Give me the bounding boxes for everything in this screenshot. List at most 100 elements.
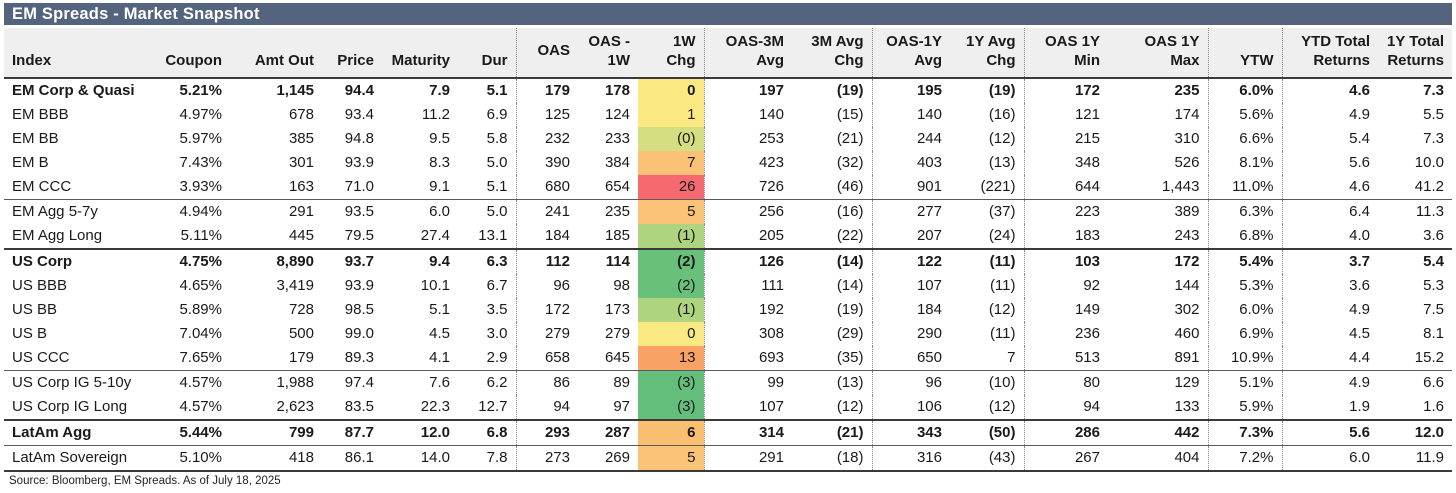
value-cell: 6.3 bbox=[458, 248, 517, 274]
value-cell: 6.3% bbox=[1208, 199, 1283, 224]
value-cell: 22.3 bbox=[382, 394, 458, 421]
value-cell: 423 bbox=[758, 153, 784, 171]
value-cell: 172 bbox=[1108, 248, 1209, 274]
value-cell: 4.5 bbox=[1349, 324, 1370, 342]
chg-heat-cell: (0) bbox=[638, 126, 705, 151]
value-cell: (22) bbox=[792, 223, 873, 250]
value-cell: 7.6 bbox=[429, 373, 450, 391]
value-cell: 5.6 bbox=[1349, 153, 1370, 171]
value-cell: (19) bbox=[950, 77, 1025, 103]
value-cell: 12.0 bbox=[1378, 419, 1452, 446]
value-cell: (19) bbox=[792, 297, 873, 322]
value-cell: 94 bbox=[516, 394, 578, 421]
value-cell: 5.0 bbox=[458, 150, 517, 175]
value-cell: 3.6 bbox=[1349, 276, 1370, 294]
value-cell: 5.1 bbox=[458, 77, 517, 103]
chg-heat-cell: (2) bbox=[638, 273, 705, 298]
value-cell: 6.6 bbox=[1423, 373, 1444, 391]
value-cell: 195 bbox=[916, 81, 942, 99]
chg-heat-cell: (1) bbox=[638, 223, 705, 250]
value-cell: 4.5 bbox=[429, 324, 450, 342]
value-cell: 5.4% bbox=[1208, 248, 1283, 274]
value-cell: 163 bbox=[230, 174, 322, 200]
value-cell: 4.57% bbox=[179, 373, 222, 391]
index-cell: EM CCC bbox=[4, 174, 162, 200]
value-cell: 500 bbox=[288, 324, 314, 342]
header-cell-1y-avg-chg: 1Y Avg Chg bbox=[950, 28, 1025, 79]
value-cell: 390 bbox=[544, 153, 570, 171]
value-cell: 2,623 bbox=[230, 394, 322, 421]
value-cell: 235 bbox=[604, 202, 630, 220]
value-cell: (12) bbox=[950, 297, 1025, 322]
value-cell: 9.4 bbox=[429, 252, 450, 270]
value-cell: 243 bbox=[1108, 223, 1209, 250]
value-cell: 111 bbox=[761, 276, 784, 294]
value-cell: 4.65% bbox=[179, 276, 222, 294]
value-cell: 215 bbox=[1074, 129, 1100, 147]
value-cell: 93.4 bbox=[344, 105, 374, 123]
value-cell: 7.2% bbox=[1208, 445, 1283, 472]
index-cell: LatAm Agg bbox=[4, 419, 162, 446]
index-cell: EM Agg Long bbox=[4, 223, 162, 250]
value-cell: (43) bbox=[950, 445, 1025, 472]
value-cell: 12.0 bbox=[382, 419, 458, 446]
value-cell: 192 bbox=[758, 300, 784, 318]
value-cell: 269 bbox=[578, 445, 638, 472]
value-cell: 149 bbox=[1074, 300, 1100, 318]
value-cell: 5.21% bbox=[179, 81, 222, 99]
value-cell: 184 bbox=[916, 300, 942, 318]
value-cell: 384 bbox=[604, 153, 630, 171]
header-cell-1y-total-returns: 1Y Total Returns bbox=[1378, 28, 1452, 79]
value-cell: 6.6% bbox=[1208, 126, 1283, 151]
value-cell: 891 bbox=[1108, 345, 1209, 371]
source-note: Source: Bloomberg, EM Spreads. As of Jul… bbox=[9, 474, 281, 487]
value-cell: 308 bbox=[758, 324, 784, 342]
value-cell: 71.0 bbox=[322, 174, 382, 200]
value-cell: 3.6 bbox=[1378, 223, 1452, 250]
value-cell: 99 bbox=[767, 373, 784, 391]
value-cell: 301 bbox=[288, 153, 314, 171]
value-cell: (11) bbox=[950, 321, 1025, 346]
value-cell: 172 bbox=[1074, 81, 1100, 99]
value-cell: 94.8 bbox=[344, 129, 374, 147]
value-cell: 6.9% bbox=[1208, 321, 1283, 346]
value-cell: (19) bbox=[792, 77, 873, 103]
value-cell: 1,443 bbox=[1108, 174, 1209, 200]
value-cell: 3.5 bbox=[458, 297, 517, 322]
spreads-table: Index Coupon Amt Out Price Maturity Dur OAS OAS… bbox=[4, 28, 1452, 472]
value-cell: 5.1 bbox=[429, 300, 450, 318]
value-cell: 5.0 bbox=[458, 199, 517, 224]
value-cell: (29) bbox=[792, 321, 873, 346]
value-cell: (32) bbox=[792, 150, 873, 175]
value-cell: 7.9 bbox=[429, 81, 450, 99]
value-cell: 10.0 bbox=[1414, 153, 1444, 171]
value-cell: 3,419 bbox=[276, 276, 314, 294]
index-cell: US BB bbox=[12, 300, 58, 318]
value-cell: 302 bbox=[1108, 297, 1209, 322]
value-cell: 403 bbox=[916, 153, 942, 171]
value-cell: 4.6 bbox=[1349, 81, 1370, 99]
value-cell: 93.7 bbox=[344, 252, 374, 270]
value-cell: 5.10% bbox=[162, 445, 230, 472]
table-row-latam-sovereign: LatAm Sovereign 5.10% 418 86.1 14.0 7.8 273 269… bbox=[4, 445, 1452, 472]
value-cell: 6.9 bbox=[458, 102, 517, 127]
value-cell: 644 bbox=[1024, 174, 1108, 200]
index-cell: EM BBB bbox=[12, 105, 69, 123]
value-cell: 726 bbox=[704, 174, 792, 200]
value-cell: 256 bbox=[758, 202, 784, 220]
value-cell: (12) bbox=[950, 394, 1025, 421]
value-cell: 4.94% bbox=[179, 202, 222, 220]
value-cell: 4.75% bbox=[179, 252, 222, 270]
value-cell: 5.11% bbox=[162, 223, 230, 250]
value-cell: 5.8 bbox=[458, 126, 517, 151]
value-cell: (18) bbox=[792, 445, 873, 472]
value-cell: 5.6% bbox=[1208, 102, 1283, 127]
value-cell: 8,890 bbox=[276, 252, 314, 270]
value-cell: 233 bbox=[604, 129, 630, 147]
value-cell: 93.5 bbox=[344, 202, 374, 220]
value-cell: 99.0 bbox=[344, 324, 374, 342]
value-cell: 385 bbox=[288, 129, 314, 147]
chg-heat-cell: (2) bbox=[638, 248, 705, 274]
value-cell: 678 bbox=[288, 105, 314, 123]
